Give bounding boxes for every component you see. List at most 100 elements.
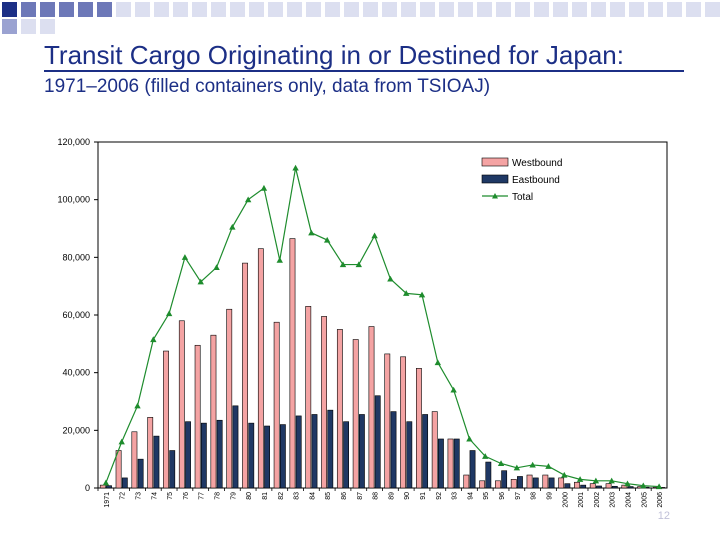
eastbound-bar [295,415,302,489]
total-point [323,236,331,243]
y-tick-label: 60,000 [62,310,90,320]
eastbound-bar [438,438,444,489]
eastbound-bar [200,422,207,489]
westbound-bar [463,474,470,489]
legend-eastbound-swatch [481,174,509,184]
x-tick-label: 73 [136,492,143,500]
decor-square [306,2,321,17]
x-tick-label: 72 [120,492,127,500]
x-tick-label: 86 [341,492,348,500]
decor-square [515,2,530,17]
westbound-bar [273,321,280,489]
westbound-bar [147,417,154,489]
x-tick-label: 83 [294,492,301,500]
eastbound-bar [422,414,429,489]
decor-square [59,2,74,17]
x-tick-label: 2004 [625,492,632,508]
decor-square [363,2,378,17]
eastbound-bar [485,461,492,489]
total-point [339,261,347,268]
eastbound-bar [580,484,587,489]
slide-subtitle: 1971–2006 (filled containers only, data … [44,76,491,97]
westbound-bar [415,368,422,489]
eastbound-bar [358,414,365,489]
x-tick-label: 75 [167,492,174,500]
decor-square [629,2,644,17]
x-tick-label: 2000 [562,492,569,508]
eastbound-bar [216,419,223,489]
y-tick-label: 20,000 [62,425,90,435]
legend-eastbound-label: Eastbound [512,175,560,186]
x-tick-label: 82 [278,492,285,500]
decor-square [97,2,112,17]
decor-square [268,2,283,17]
decor-square [21,2,36,17]
eastbound-bar [185,421,191,489]
legend-total-marker [492,193,498,199]
y-axis: 0 20,000 40,000 60,000 80,000 100,000 120,000 [57,137,98,493]
total-point [655,483,663,490]
westbound-bar [605,483,612,489]
eastbound-bar [327,409,334,489]
x-tick-label: 95 [483,492,490,500]
x-tick-label: 84 [309,492,316,500]
y-tick-label: 0 [85,483,90,493]
total-line-group [102,164,663,490]
westbound-bar [431,411,438,489]
decor-square [78,2,93,17]
total-point [529,461,536,468]
westbound-bar [384,353,391,489]
eastbound-bar [548,477,555,489]
westbound-bar [621,484,628,489]
x-axis: 1971 72 73 74 75 76 77 78 79 80 81 82 83 84 85 86 87 88 89… [97,488,664,508]
decor-square [496,2,511,17]
x-tick-label: 91 [420,492,427,500]
x-tick-label: 78 [215,492,222,500]
x-tick-label: 2002 [594,492,601,508]
westbound-bar [194,344,201,489]
total-point [545,463,552,469]
westbound-bar [526,474,533,489]
decor-square [325,2,340,17]
bars-group [99,238,666,489]
decor-square [477,2,492,17]
x-tick-label: 2006 [657,492,664,508]
total-point [434,359,442,366]
decor-square [40,2,55,17]
eastbound-bar [374,395,381,489]
legend-total-label: Total [512,192,533,203]
eastbound-bar [532,477,539,489]
westbound-bar [558,477,565,489]
total-point [292,164,299,171]
eastbound-bar [264,425,270,489]
westbound-bar [479,480,486,489]
total-point [134,402,141,409]
x-tick-label: 98 [531,492,538,500]
eastbound-bar [501,470,508,489]
x-tick-label: 88 [373,492,380,500]
eastbound-bar [564,483,571,489]
legend: Westbound Eastbound Total [481,157,562,203]
decor-square [21,19,36,34]
westbound-bar [99,484,106,489]
x-tick-label: 97 [515,492,522,500]
total-point [482,453,489,459]
y-tick-label: 80,000 [62,252,90,262]
title-underline [44,70,684,72]
decor-square [648,2,663,17]
x-tick-label: 79 [230,492,237,500]
westbound-bar [589,483,596,489]
x-tick-label: 1971 [104,492,111,508]
decor-square [705,2,720,17]
decor-square [287,2,302,17]
total-point [640,482,647,489]
decor-square [610,2,625,17]
legend-westbound-label: Westbound [512,158,562,169]
total-point [244,196,252,203]
total-point [229,223,236,230]
legend-westbound-swatch [481,157,509,167]
eastbound-bar [137,458,144,489]
decor-square [192,2,207,17]
x-tick-label: 2001 [578,492,585,508]
